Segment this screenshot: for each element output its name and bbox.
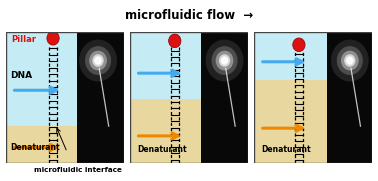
Circle shape [331, 40, 369, 82]
Bar [327, 32, 372, 163]
Circle shape [94, 56, 102, 65]
Circle shape [219, 54, 230, 67]
Circle shape [92, 54, 104, 67]
Text: microfluidic interface: microfluidic interface [34, 167, 122, 173]
Circle shape [346, 56, 353, 65]
Bar [6, 126, 124, 163]
Text: DNA: DNA [11, 71, 33, 80]
Circle shape [212, 46, 237, 75]
Bar [77, 32, 124, 163]
Text: Denaturant: Denaturant [11, 143, 60, 152]
Bar [130, 99, 248, 163]
Circle shape [79, 40, 117, 82]
Circle shape [337, 46, 363, 75]
Text: Denaturant: Denaturant [137, 145, 186, 154]
Circle shape [341, 51, 359, 70]
Circle shape [215, 51, 233, 70]
Bar [201, 32, 248, 163]
Circle shape [85, 46, 111, 75]
Circle shape [47, 31, 59, 45]
Bar [254, 80, 372, 163]
Text: microfluidic flow  →: microfluidic flow → [125, 9, 253, 22]
Circle shape [293, 38, 305, 52]
Bar [130, 32, 248, 99]
Text: Denaturant: Denaturant [261, 145, 311, 154]
Circle shape [206, 40, 243, 82]
Bar [6, 32, 124, 126]
Circle shape [169, 34, 181, 48]
Circle shape [89, 51, 107, 70]
Bar [254, 32, 372, 80]
Circle shape [221, 56, 228, 65]
Text: Pillar: Pillar [12, 35, 37, 44]
Circle shape [344, 54, 356, 67]
